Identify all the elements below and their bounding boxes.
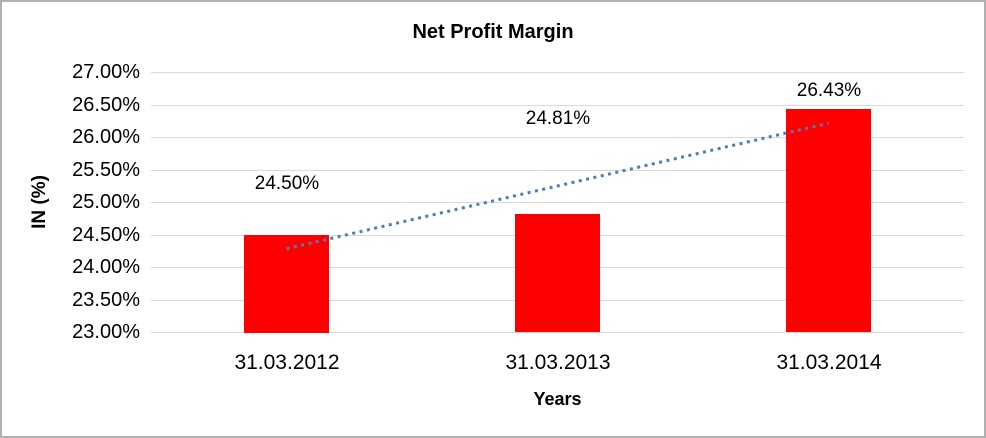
bar-data-label: 24.81%	[525, 108, 591, 129]
y-tick-label: 23.00%	[72, 321, 140, 343]
gridline	[151, 105, 964, 106]
bar-31.03.2012	[244, 235, 329, 333]
y-tick-label: 25.50%	[72, 159, 140, 181]
gridline	[151, 72, 964, 73]
x-category-label: 31.03.2013	[505, 351, 611, 374]
y-tick-label: 26.00%	[72, 126, 140, 148]
bar-31.03.2014	[786, 109, 871, 332]
bar-31.03.2013	[515, 214, 600, 332]
bar-data-label: 26.43%	[796, 80, 862, 101]
y-tick-label: 25.00%	[72, 191, 140, 213]
y-tick-label: 24.50%	[72, 224, 140, 246]
y-tick-label: 26.50%	[72, 94, 140, 116]
y-tick-label: 27.00%	[72, 61, 140, 83]
x-category-label: 31.03.2012	[234, 351, 340, 374]
x-category-label: 31.03.2014	[776, 351, 882, 374]
gridline	[151, 332, 964, 333]
y-tick-label: 23.50%	[72, 289, 140, 311]
chart-title: Net Profit Margin	[412, 21, 574, 43]
y-tick-label: 24.00%	[72, 256, 140, 278]
bar-data-label: 24.50%	[254, 173, 320, 194]
x-axis-title: Years	[533, 389, 582, 409]
